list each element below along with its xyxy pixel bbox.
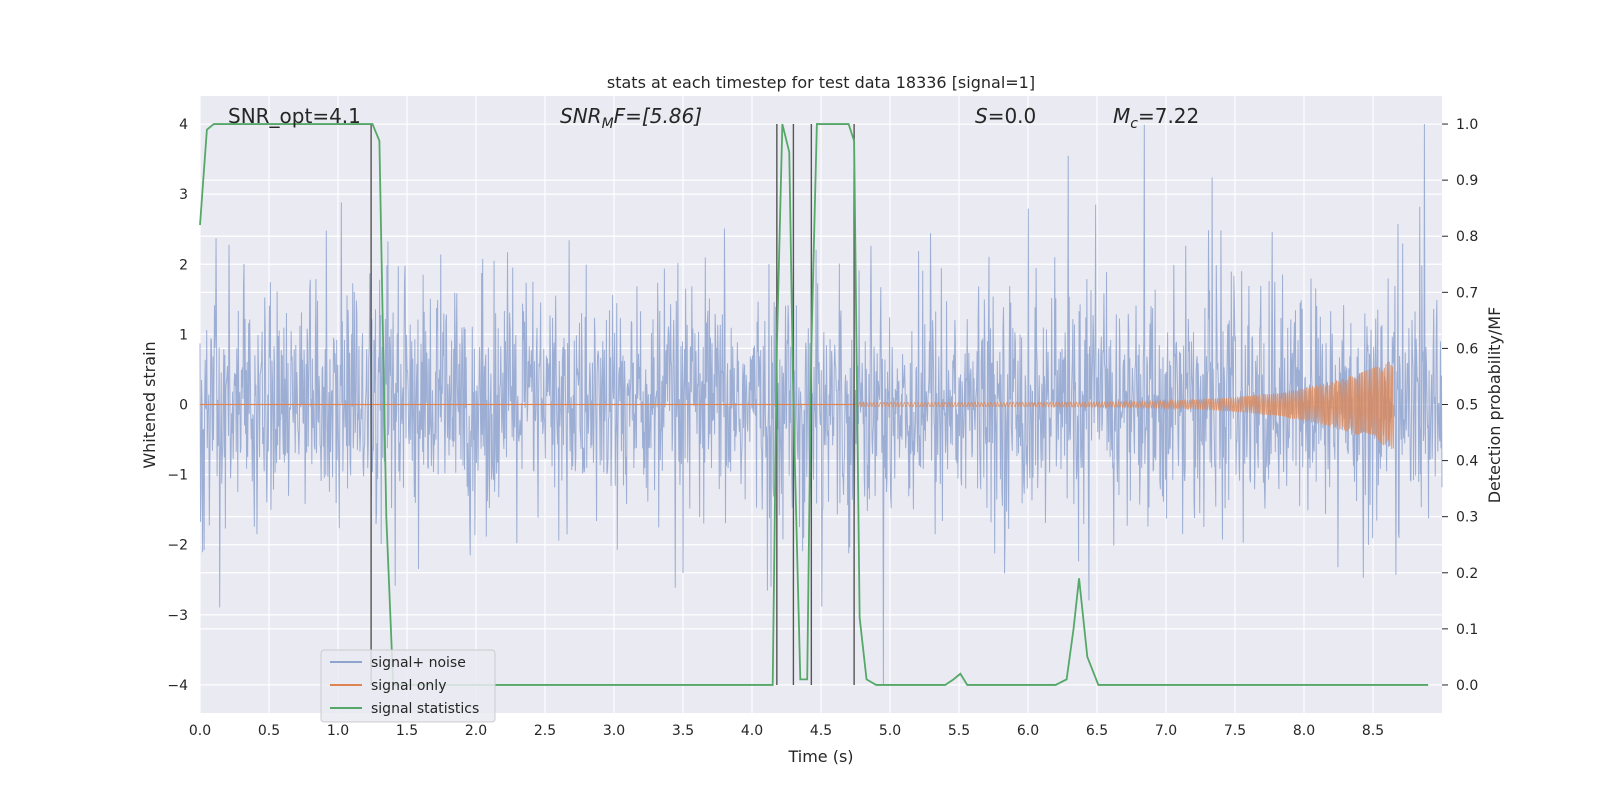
y-tick-label: 4 (179, 117, 188, 133)
x-axis-label: Time (s) (787, 747, 853, 766)
snr-mf-suffix: F=[5.86] (614, 104, 702, 128)
x-tick-label: 3.0 (603, 723, 625, 739)
x-tick-label: 5.5 (948, 723, 970, 739)
x-tick-label: 8.5 (1362, 723, 1384, 739)
y-tick-label: 1 (179, 327, 188, 343)
snr-mf-prefix: SNR (560, 104, 602, 128)
legend-box (320, 649, 496, 723)
mc-prefix: M (1113, 104, 1130, 128)
y-tick-label: 0 (179, 398, 188, 414)
s-suffix: =0.0 (988, 104, 1037, 128)
x-tick-label: 2.0 (465, 723, 487, 739)
snr-mf-sub: M (602, 116, 614, 132)
y-tick-label: −3 (167, 608, 188, 624)
x-tick-label: 1.5 (396, 723, 418, 739)
legend: signal+ noise signal only signal statist… (320, 649, 496, 723)
s-prefix: S (975, 104, 988, 128)
y2-tick-label: 0.9 (1456, 173, 1478, 189)
annotation-snr-mf: SNRMF=[5.86] (560, 104, 702, 132)
legend-label-signal-statistics: signal statistics (371, 701, 479, 717)
annotation-s: S=0.0 (975, 104, 1036, 128)
y-tick-label: −1 (167, 468, 188, 484)
x-tick-label: 1.0 (327, 723, 349, 739)
y2-tick-labels: 0.0 0.1 0.2 0.3 0.4 0.5 0.6 0.7 0.8 0.9 1.0 (1442, 117, 1478, 694)
x-tick-label: 0.5 (258, 723, 280, 739)
signal-statistics-series (199, 123, 1429, 686)
y2-tick-label: 1.0 (1456, 117, 1478, 133)
y-tick-label: −2 (167, 538, 188, 554)
y2-tick-label: 0.8 (1456, 229, 1478, 245)
y2-tick-label: 0.5 (1456, 398, 1478, 414)
x-tick-label: 6.5 (1086, 723, 1108, 739)
x-tick-label: 0.0 (189, 723, 211, 739)
y-tick-labels: −4 −3 −2 −1 0 1 2 3 4 (167, 117, 188, 694)
y2-tick-label: 0.3 (1456, 510, 1478, 526)
y-tick-label: 2 (179, 257, 188, 273)
y-tick-label: −4 (167, 678, 188, 694)
y2-tick-label: 0.6 (1456, 341, 1478, 357)
y-tick-label: 3 (179, 187, 188, 203)
x-tick-label: 8.0 (1293, 723, 1315, 739)
y2-axis-label: Detection probability/MF (1485, 307, 1504, 504)
x-tick-label: 4.0 (741, 723, 763, 739)
signal-only-line (855, 361, 1395, 450)
x-tick-label: 7.0 (1155, 723, 1177, 739)
y2-tick-label: 0.1 (1456, 622, 1478, 638)
signal-only-series (200, 361, 1395, 450)
legend-label-signal-noise: signal+ noise (371, 655, 466, 671)
x-tick-label: 7.5 (1224, 723, 1246, 739)
signal-statistics-line (199, 123, 1429, 686)
x-tick-labels: 0.0 0.5 1.0 1.5 2.0 2.5 3.0 3.5 4.0 4.5 5.0 5.5 6.0 6… (189, 723, 1384, 739)
signal-noise-line (199, 124, 1443, 685)
x-tick-label: 6.0 (1017, 723, 1039, 739)
mc-sub: c (1130, 116, 1138, 132)
y2-tick-label: 0.7 (1456, 285, 1478, 301)
legend-label-signal-only: signal only (371, 678, 446, 694)
x-tick-label: 2.5 (534, 723, 556, 739)
y2-tick-label: 0.0 (1456, 678, 1478, 694)
annotation-mc: Mc=7.22 (1113, 104, 1199, 132)
y-axis-label: Whitened strain (140, 341, 159, 468)
annotation-snr-opt: SNR_opt=4.1 (228, 104, 361, 128)
y2-tick-label: 0.2 (1456, 566, 1478, 582)
mc-suffix: =7.22 (1138, 104, 1199, 128)
y2-tick-label: 0.4 (1456, 454, 1478, 470)
x-tick-label: 5.0 (879, 723, 901, 739)
x-tick-label: 4.5 (810, 723, 832, 739)
x-tick-label: 3.5 (672, 723, 694, 739)
chart-title: stats at each timestep for test data 183… (607, 73, 1035, 92)
signal-noise-series (199, 124, 1443, 685)
